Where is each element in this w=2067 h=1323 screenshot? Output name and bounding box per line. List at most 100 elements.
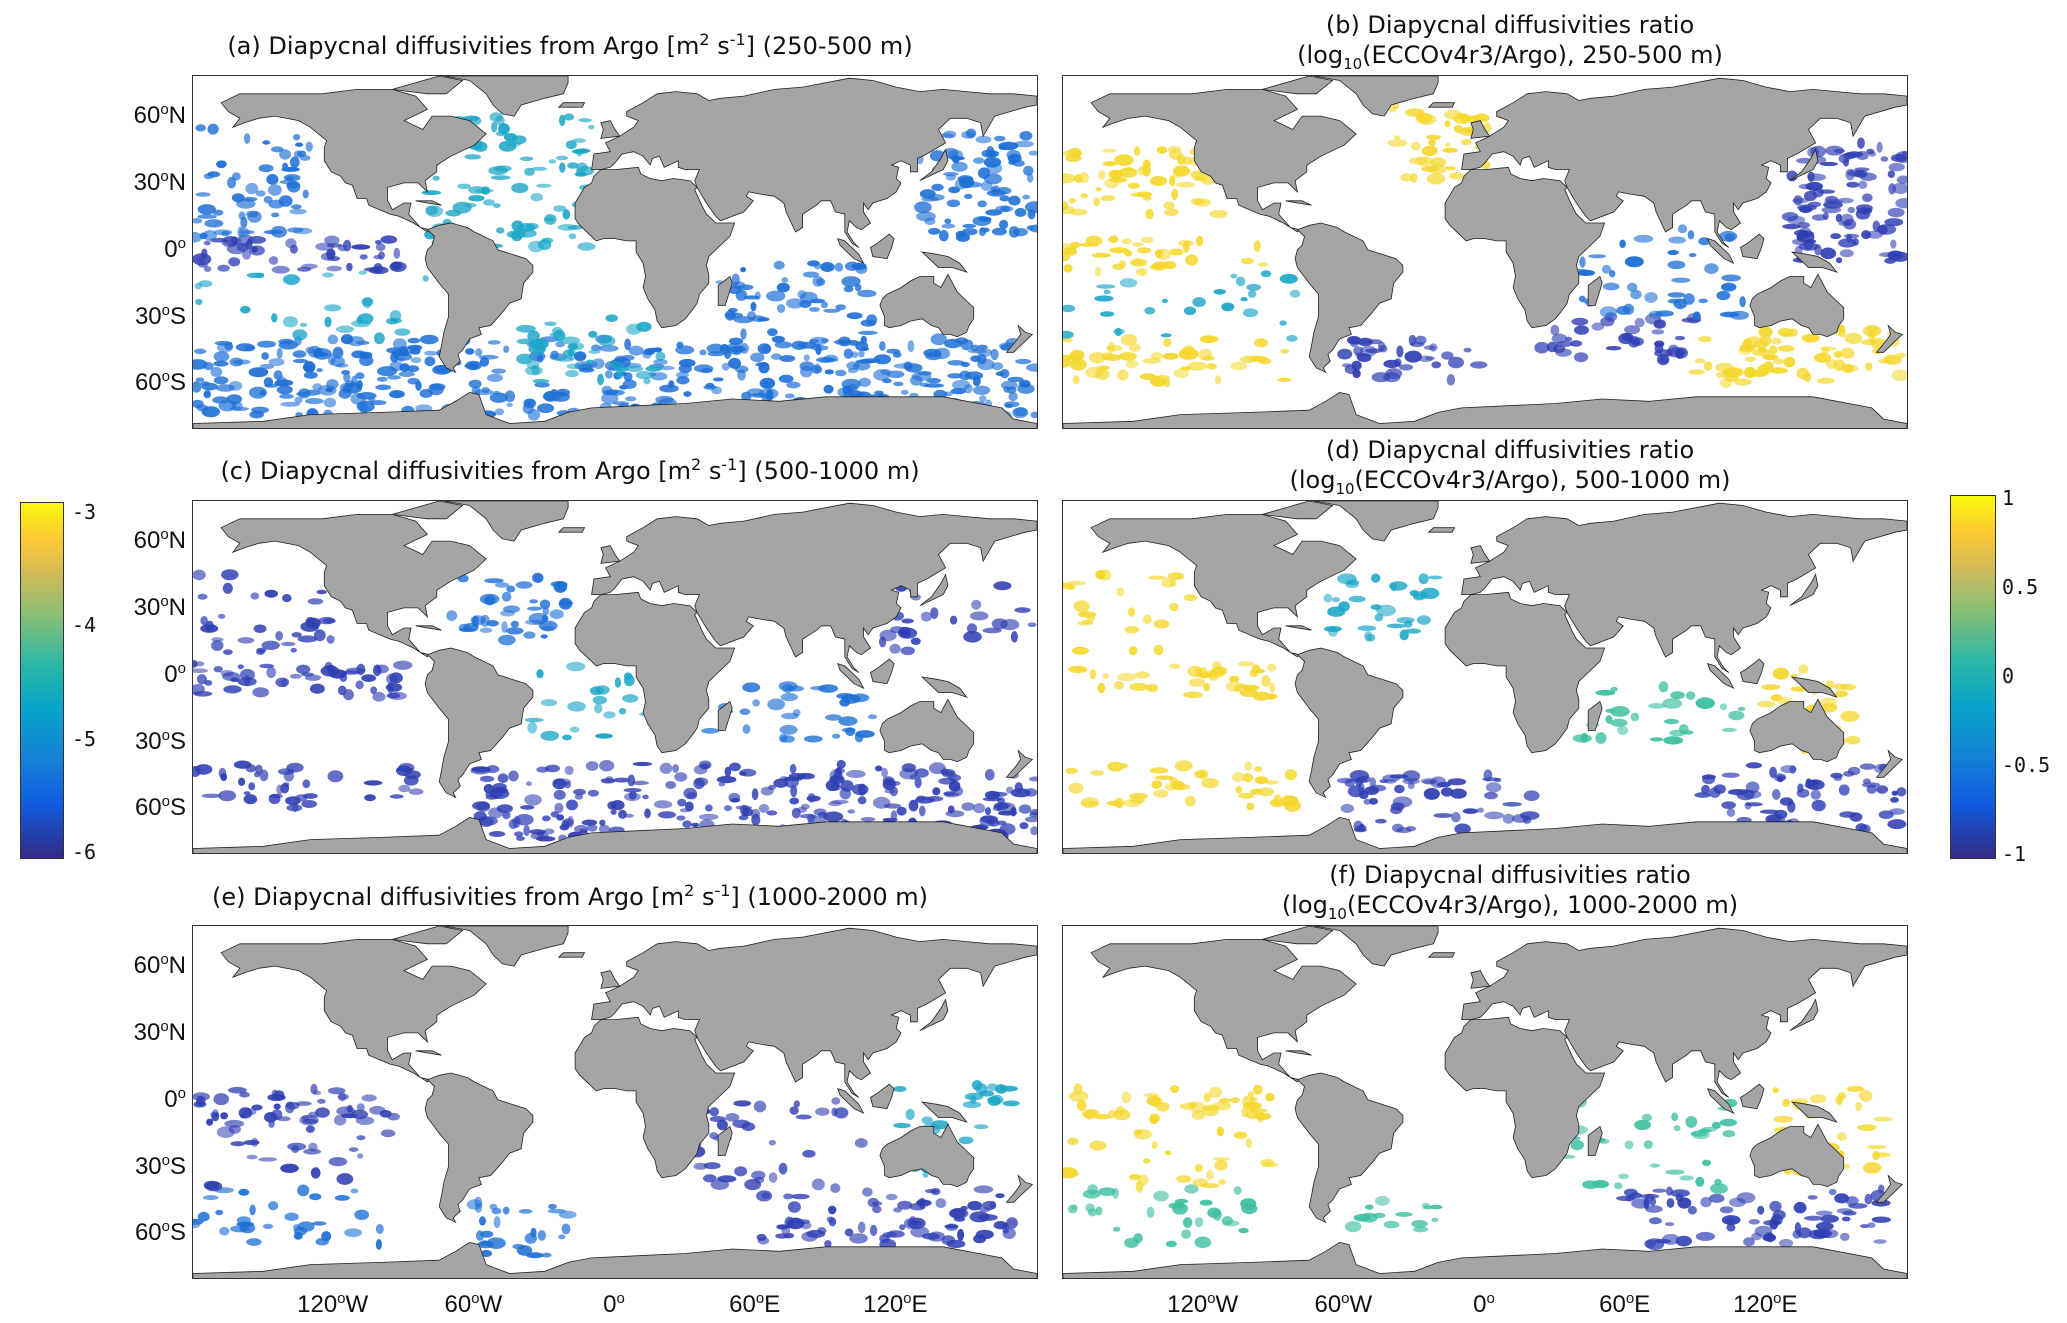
data-cell (1169, 175, 1176, 187)
data-cell (1418, 573, 1429, 585)
data-cell (754, 291, 761, 300)
data-cell (424, 356, 436, 367)
lat-label: 30oS (134, 1151, 186, 1180)
data-cell (491, 368, 506, 374)
data-cell (879, 629, 897, 642)
data-cell (857, 1221, 866, 1233)
data-cell (1779, 1238, 1794, 1248)
data-cell (1845, 735, 1861, 745)
data-cell (1338, 601, 1350, 612)
data-cell (1183, 594, 1198, 601)
data-cell (979, 1090, 995, 1097)
data-cell (1649, 737, 1664, 742)
data-cell (1203, 1092, 1211, 1103)
data-cell (1006, 149, 1021, 161)
data-cell (1368, 784, 1387, 792)
data-cell (380, 1129, 396, 1138)
data-cell (706, 343, 725, 354)
data-cell (934, 347, 951, 360)
data-cell (1820, 161, 1838, 167)
data-cell (972, 216, 992, 226)
data-cell (1107, 761, 1125, 772)
data-cell (1150, 376, 1167, 387)
data-cell (511, 182, 529, 194)
data-cell (1843, 770, 1855, 777)
data-cell (259, 363, 275, 370)
data-cell (378, 251, 385, 260)
data-cell (896, 806, 907, 816)
data-cell (316, 589, 327, 595)
map-panel-f (1062, 925, 1908, 1279)
data-cell (1095, 368, 1110, 381)
data-cell (1267, 663, 1277, 672)
data-cell (213, 360, 229, 367)
data-cell (1323, 593, 1333, 603)
data-cell (809, 339, 819, 344)
data-cell (1244, 761, 1252, 771)
data-cell (1161, 578, 1175, 588)
data-cell (323, 618, 336, 624)
data-cell (1673, 1125, 1681, 1132)
data-cell (204, 620, 215, 632)
data-cell (1470, 361, 1488, 369)
data-cell (283, 782, 290, 787)
data-cell (1876, 141, 1883, 153)
data-cell (779, 724, 798, 735)
data-cell (782, 683, 794, 694)
data-cell (1819, 697, 1837, 707)
data-cell (1002, 1100, 1020, 1107)
data-cell (1649, 1197, 1657, 1206)
data-cell (735, 805, 752, 810)
data-cell (1820, 346, 1837, 351)
data-cell (1729, 310, 1749, 320)
data-cell (344, 1228, 362, 1238)
land-iceland (1427, 102, 1456, 108)
data-cell (1485, 782, 1502, 793)
colorbar-tick-label: -0.5 (2002, 753, 2051, 777)
data-cell (979, 395, 987, 403)
data-cell (315, 1107, 330, 1118)
data-cell (610, 800, 625, 811)
land-greenland (1313, 926, 1439, 967)
data-cell (1235, 786, 1243, 794)
data-cell (1254, 669, 1265, 674)
data-cell (964, 193, 973, 199)
data-cell (972, 803, 986, 814)
data-cell (1815, 1221, 1834, 1231)
data-cell (1254, 1112, 1272, 1121)
ocean-data-cells-f (1063, 1083, 1893, 1251)
data-cell (446, 610, 458, 622)
data-cell (1484, 791, 1498, 800)
data-cell (1453, 113, 1470, 124)
data-cell (1630, 712, 1640, 722)
data-cell (1896, 175, 1907, 184)
land-borneo (1740, 233, 1765, 260)
data-cell (972, 385, 991, 395)
data-cell (1671, 277, 1691, 283)
map-svg-c (193, 501, 1037, 853)
data-cell (1067, 1137, 1079, 1145)
data-cell (1426, 134, 1441, 140)
data-cell (1807, 1195, 1818, 1200)
data-cell (756, 1233, 767, 1241)
land-new-guinea (1790, 676, 1838, 698)
map-svg-b (1063, 76, 1907, 428)
data-cell (259, 390, 267, 396)
data-cell (1199, 335, 1219, 343)
ocean-data-cells-d (1063, 569, 1907, 835)
data-cell (1024, 788, 1037, 797)
data-cell (193, 668, 209, 673)
data-cell (830, 1183, 841, 1193)
data-cell (1739, 296, 1746, 308)
data-cell (355, 372, 365, 380)
data-cell (1156, 146, 1168, 154)
data-cell (1454, 823, 1471, 835)
data-cell (291, 1145, 300, 1153)
land-new-zealand (1005, 749, 1034, 778)
data-cell (951, 161, 968, 172)
data-cell (497, 773, 509, 784)
data-cell (555, 155, 569, 161)
data-cell (882, 776, 895, 786)
data-cell (1655, 310, 1674, 317)
data-cell (724, 312, 744, 319)
